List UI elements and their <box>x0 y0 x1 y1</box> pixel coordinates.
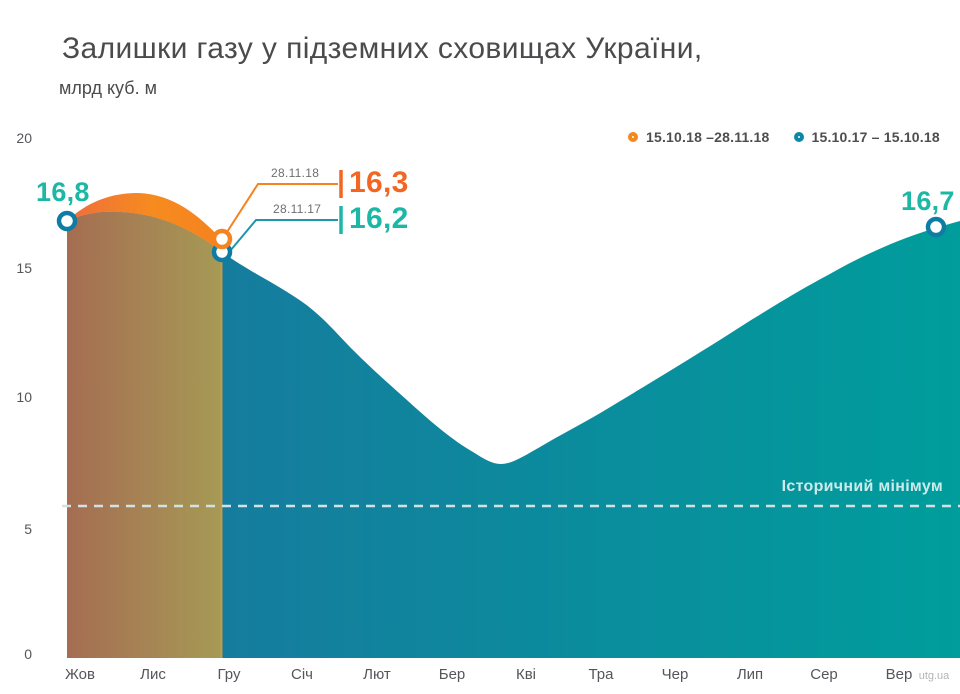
start-point-marker <box>56 210 78 232</box>
page-subtitle: млрд куб. м <box>59 78 157 98</box>
y-tick-20: 20 <box>16 130 32 146</box>
teal-series-area <box>67 211 960 658</box>
x-tick-jul: Лип <box>736 666 764 683</box>
y-tick-5: 5 <box>24 521 32 537</box>
watermark: utg.ua <box>918 670 950 682</box>
x-tick-aug: Сер <box>810 666 838 683</box>
x-tick-sep: Вер <box>885 666 913 683</box>
y-tick-15: 15 <box>16 260 32 276</box>
historic-minimum-label: Історичний мінімум <box>781 478 943 495</box>
overlap-band-area <box>67 211 222 658</box>
orange-series-area <box>67 193 222 252</box>
x-tick-oct: Жов <box>65 666 95 683</box>
end-point-marker <box>925 216 947 238</box>
teal-ring-icon <box>793 132 804 142</box>
x-tick-apr: Кві <box>515 666 537 683</box>
orange-nov-point-marker <box>211 228 233 250</box>
orange-callout-line <box>226 183 338 233</box>
legend-label: 15.10.18 –28.11.18 <box>646 129 770 145</box>
y-tick-10: 10 <box>16 389 32 405</box>
legend: 15.10.18 –28.11.18 15.10.17 – 15.10.18 <box>628 129 940 145</box>
legend-item-current-period: 15.10.18 –28.11.18 <box>628 129 770 145</box>
x-tick-may: Тра <box>588 666 614 683</box>
legend-label: 15.10.17 – 15.10.18 <box>811 129 940 145</box>
x-tick-feb: Лют <box>363 666 391 683</box>
y-tick-0: 0 <box>24 646 32 662</box>
page-title: Залишки газу у підземних сховищах Україн… <box>62 32 703 65</box>
x-tick-nov: Лис <box>140 666 166 683</box>
x-tick-dec: Гру <box>217 666 241 683</box>
x-tick-mar: Бер <box>438 666 466 683</box>
teal-callout-line <box>229 219 338 252</box>
teal-callout-value: 16,2 <box>349 202 409 235</box>
start-value-label: 16,8 <box>36 177 90 207</box>
orange-callout-value: 16,3 <box>349 166 409 199</box>
legend-item-previous-period: 15.10.17 – 15.10.18 <box>793 129 940 145</box>
teal-callout-date: 28.11.17 <box>273 202 322 216</box>
orange-ring-icon <box>628 132 638 142</box>
x-tick-jun: Чер <box>661 666 689 683</box>
end-value-label: 16,7 <box>901 186 955 216</box>
x-tick-jan: Січ <box>291 666 313 683</box>
orange-callout-date: 28.11.18 <box>271 166 320 180</box>
